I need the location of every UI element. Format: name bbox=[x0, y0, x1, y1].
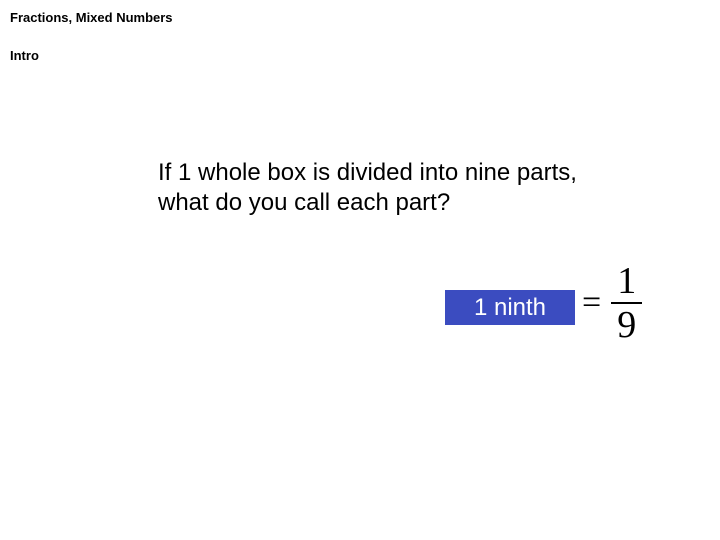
equals-sign: = bbox=[582, 284, 601, 322]
answer-highlight-box: 1 ninth bbox=[445, 290, 575, 325]
fraction-numerator: 1 bbox=[611, 262, 642, 302]
fraction-expression: = 1 9 bbox=[582, 262, 642, 344]
answer-label: 1 ninth bbox=[474, 294, 546, 322]
question-text: If 1 whole box is divided into nine part… bbox=[158, 158, 578, 218]
fraction: 1 9 bbox=[611, 262, 642, 344]
page-subtitle: Intro bbox=[10, 48, 39, 63]
page-title: Fractions, Mixed Numbers bbox=[10, 10, 173, 25]
fraction-denominator: 9 bbox=[611, 304, 642, 344]
